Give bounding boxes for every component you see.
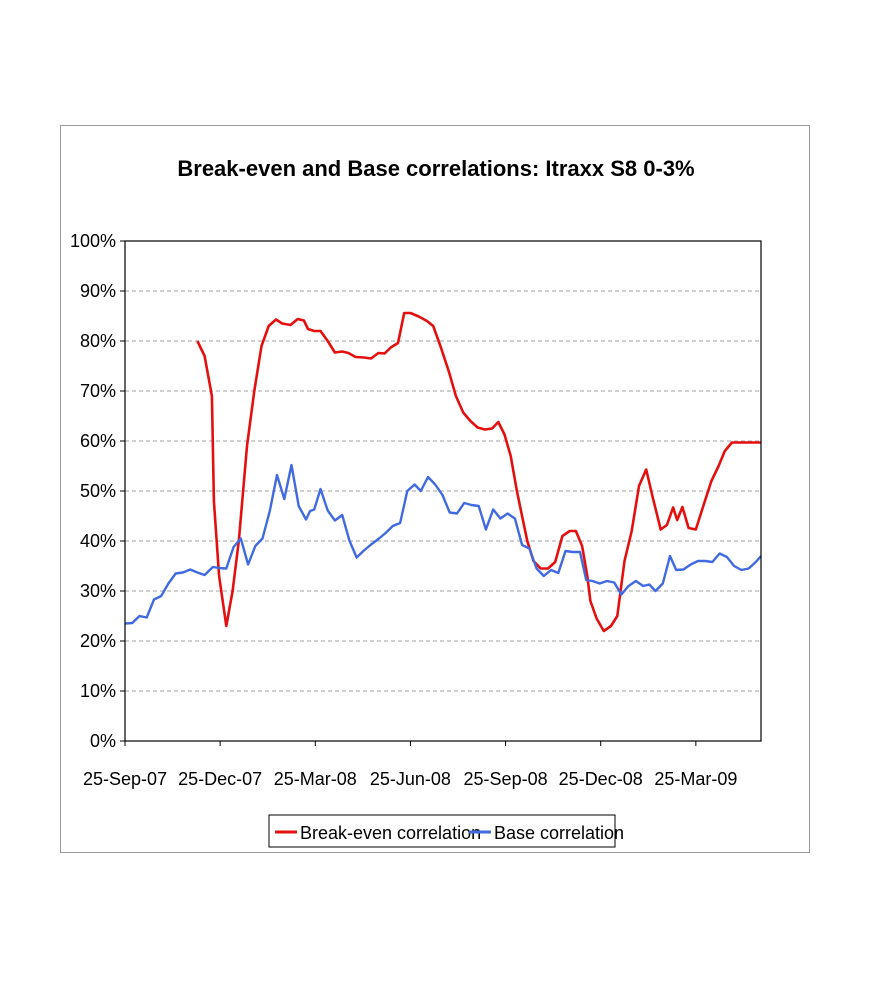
x-tick-label: 25-Mar-09 (654, 769, 737, 789)
y-tick-label: 40% (80, 531, 116, 551)
chart-title: Break-even and Base correlations: Itraxx… (177, 156, 694, 181)
y-tick-label: 80% (80, 331, 116, 351)
tick-layer: 0% 10% 20% 30% 40% 50% 60% 70% 80% 90% 100% 25-Sep-… (70, 231, 737, 789)
series-line-base (124, 463, 762, 625)
y-tick-label: 70% (80, 381, 116, 401)
y-tick-label: 50% (80, 481, 116, 501)
y-tick-label: 90% (80, 281, 116, 301)
x-tick-label: 25-Dec-08 (559, 769, 643, 789)
y-tick-label: 0% (90, 731, 116, 751)
x-tick-label: 25-Sep-07 (83, 769, 167, 789)
y-tick-label: 30% (80, 581, 116, 601)
series-layer (124, 311, 762, 633)
legend-box (268, 814, 616, 848)
y-tick-label: 20% (80, 631, 116, 651)
x-tick-label: 25-Dec-07 (178, 769, 262, 789)
legend-label-base: Base correlation (494, 823, 624, 843)
y-tick-label: 60% (80, 431, 116, 451)
chart-svg: Break-even and Base correlations: Itraxx… (70, 156, 762, 848)
grid-layer (125, 290, 761, 692)
x-tick-label: 25-Mar-08 (274, 769, 357, 789)
y-tick-label: 10% (80, 681, 116, 701)
x-tick-label: 25-Sep-08 (464, 769, 548, 789)
legend: Break-even correlation Base correlation (268, 814, 624, 848)
series-line-break-even (196, 311, 761, 633)
legend-label-break-even: Break-even correlation (300, 823, 481, 843)
x-tick-label: 25-Jun-08 (370, 769, 451, 789)
chart-frame: Break-even and Base correlations: Itraxx… (60, 125, 810, 853)
y-tick-label: 100% (70, 231, 116, 251)
